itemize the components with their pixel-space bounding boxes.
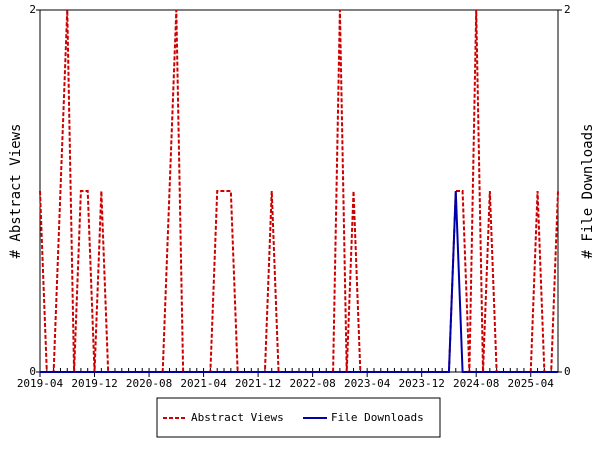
series-line	[39, 9, 559, 373]
plot-frame	[39, 9, 559, 373]
x-tick-label: 2025-04	[508, 377, 555, 390]
x-tick-label: 2023-04	[344, 377, 391, 390]
legend	[156, 397, 441, 438]
y-axis-title: # Abstract Views	[8, 124, 24, 259]
x-tick-label: 2023-12	[399, 377, 445, 390]
x-tick-label: 2021-12	[235, 377, 281, 390]
y-tick-label: 2	[29, 3, 36, 16]
series-line	[40, 190, 558, 373]
y2-tick-label: 0	[564, 365, 571, 378]
x-tick-label: 2020-08	[126, 377, 172, 390]
legend-label: File Downloads	[331, 411, 424, 424]
x-tick-label: 2019-12	[71, 377, 117, 390]
x-tick-label: 2024-08	[453, 377, 499, 390]
x-tick-label: 2022-08	[289, 377, 335, 390]
y-tick-label: 0	[29, 365, 36, 378]
x-tick-label: 2019-04	[17, 377, 64, 390]
y2-tick-label: 2	[564, 3, 571, 16]
y2-axis-title: # File Downloads	[580, 124, 596, 259]
legend-label: Abstract Views	[191, 411, 284, 424]
x-tick-label: 2021-04	[180, 377, 227, 390]
